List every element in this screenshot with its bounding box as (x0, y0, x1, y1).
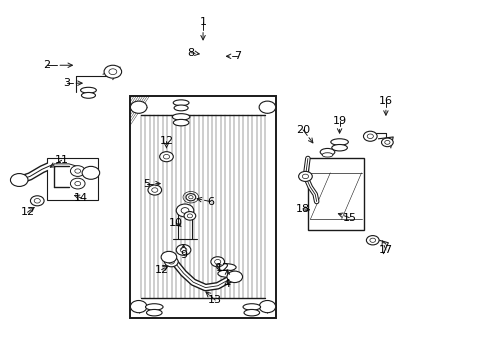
Text: 17: 17 (378, 245, 392, 255)
Text: 6: 6 (206, 197, 213, 207)
Circle shape (181, 208, 188, 213)
Circle shape (384, 140, 389, 144)
Circle shape (187, 214, 192, 218)
Ellipse shape (81, 87, 96, 93)
Text: 19: 19 (332, 116, 346, 126)
Ellipse shape (244, 310, 259, 316)
Text: 2: 2 (43, 60, 50, 70)
Circle shape (176, 204, 193, 217)
Ellipse shape (146, 310, 162, 316)
Circle shape (363, 131, 376, 141)
Circle shape (161, 251, 176, 263)
Ellipse shape (172, 114, 189, 120)
Circle shape (183, 212, 195, 220)
Text: 4: 4 (224, 279, 230, 289)
Text: 12: 12 (154, 265, 168, 275)
Ellipse shape (330, 139, 347, 145)
Circle shape (210, 257, 224, 267)
Text: 5: 5 (143, 179, 150, 189)
Text: 9: 9 (180, 250, 187, 260)
Ellipse shape (320, 148, 334, 156)
Circle shape (185, 194, 195, 201)
Circle shape (104, 65, 122, 78)
Text: 3: 3 (63, 78, 70, 88)
Text: 18: 18 (295, 204, 309, 214)
Text: 10: 10 (169, 218, 183, 228)
Circle shape (176, 244, 190, 255)
Ellipse shape (173, 100, 189, 105)
Circle shape (159, 152, 173, 162)
Text: 20: 20 (295, 125, 309, 135)
Circle shape (259, 301, 275, 313)
Ellipse shape (322, 153, 332, 157)
Circle shape (180, 248, 186, 252)
Ellipse shape (145, 304, 163, 310)
Text: 7: 7 (233, 51, 240, 61)
Circle shape (151, 188, 158, 192)
Circle shape (164, 257, 178, 267)
Ellipse shape (243, 304, 260, 310)
Circle shape (226, 271, 242, 283)
Ellipse shape (218, 270, 235, 277)
Circle shape (188, 195, 193, 199)
Text: 14: 14 (74, 193, 88, 203)
Circle shape (298, 171, 312, 181)
Circle shape (75, 181, 81, 186)
Circle shape (381, 138, 392, 147)
Circle shape (75, 169, 81, 173)
Text: 12: 12 (159, 136, 173, 145)
Ellipse shape (331, 144, 346, 151)
Circle shape (148, 185, 161, 195)
Circle shape (82, 166, 100, 179)
Circle shape (10, 174, 28, 186)
Text: 8: 8 (187, 48, 194, 58)
Circle shape (130, 301, 147, 313)
Bar (47, 158, 98, 200)
Text: 1: 1 (199, 17, 206, 27)
Circle shape (214, 260, 220, 264)
Text: 12: 12 (20, 207, 35, 217)
Circle shape (30, 196, 44, 206)
Circle shape (259, 101, 275, 113)
Text: 16: 16 (378, 96, 392, 106)
Circle shape (34, 199, 40, 203)
Circle shape (163, 154, 169, 159)
Ellipse shape (81, 93, 95, 98)
Text: 11: 11 (55, 155, 68, 165)
Ellipse shape (174, 105, 188, 111)
Text: 13: 13 (208, 295, 222, 305)
Circle shape (130, 101, 147, 113)
Circle shape (70, 178, 85, 189)
Circle shape (366, 134, 373, 139)
Ellipse shape (173, 120, 188, 126)
Circle shape (369, 238, 375, 242)
Ellipse shape (216, 264, 236, 271)
Circle shape (70, 166, 85, 176)
Text: 12: 12 (215, 263, 229, 273)
Bar (130, 96, 276, 318)
Circle shape (109, 69, 117, 75)
Circle shape (302, 174, 308, 179)
Circle shape (366, 235, 378, 245)
Bar (307, 158, 363, 230)
Circle shape (168, 260, 174, 264)
Text: 15: 15 (342, 213, 356, 222)
